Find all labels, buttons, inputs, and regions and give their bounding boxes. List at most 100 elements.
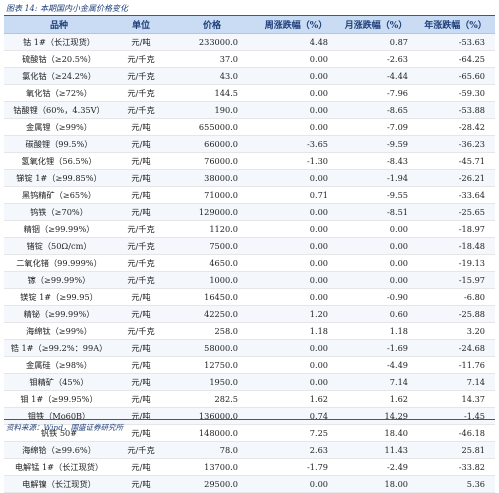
table-row: 钼铁（Mo60B） 元/吨 136000.0 0.74 14.29 -1.45 <box>4 408 495 425</box>
cell-price: 13700.0 <box>204 462 238 472</box>
cell-unit: 元/千克 <box>127 326 155 336</box>
cell-price: 148000.0 <box>198 428 238 438</box>
table-row: 硫酸钴（≥20.5%） 元/千克 37.0 0.00 -2.63 -64.25 <box>4 51 495 68</box>
table-row: 镁锭 1#（≥99.95） 元/吨 16450.0 0.00 -0.90 -6.80 <box>4 289 495 306</box>
cell-monthly-change: 0.60 <box>389 309 408 319</box>
cell-unit: 元/千克 <box>127 275 155 285</box>
cell-price: 655000.0 <box>198 122 238 132</box>
cell-weekly-change: 0.00 <box>309 54 328 64</box>
cell-weekly-change: 0.00 <box>309 377 328 387</box>
cell-unit: 元/吨 <box>131 343 151 353</box>
cell-weekly-change: 0.00 <box>309 207 328 217</box>
cell-unit: 元/千克 <box>127 224 155 234</box>
cell-yearly-change: 3.20 <box>466 326 485 336</box>
cell-price: 58000.0 <box>204 343 238 353</box>
cell-price: 190.0 <box>214 105 238 115</box>
cell-weekly-change: 0.00 <box>309 292 328 302</box>
cell-unit: 元/千克 <box>127 71 155 81</box>
cell-unit: 元/千克 <box>127 54 155 64</box>
cell-variety: 电解镍（长江现货） <box>22 479 96 489</box>
cell-variety: 精铋（≥99.99%） <box>23 309 95 319</box>
cell-variety: 镓（≥99.99%） <box>27 275 91 285</box>
cell-yearly-change: -53.63 <box>458 37 485 47</box>
table-row: 二氧化锗（99.999%） 元/千克 4650.0 0.00 0.00 -19.13 <box>4 255 495 272</box>
cell-price: 1120.0 <box>209 224 238 234</box>
cell-weekly-change: 2.63 <box>309 445 328 455</box>
cell-price: 16450.0 <box>204 292 238 302</box>
cell-variety: 金属锂（≥99%） <box>26 122 92 132</box>
cell-monthly-change: 0.00 <box>389 258 408 268</box>
cell-weekly-change: 0.00 <box>309 360 328 370</box>
cell-monthly-change: 0.00 <box>389 275 408 285</box>
cell-variety: 锑锭 1#（≥99.85%） <box>16 173 102 183</box>
cell-monthly-change: -8.43 <box>387 156 408 166</box>
cell-variety: 精铟（≥99.99%） <box>23 224 95 234</box>
table-row: 精铋（≥99.99%） 元/吨 42250.0 1.20 0.60 -25.88 <box>4 306 495 323</box>
cell-yearly-change: -28.42 <box>458 122 485 132</box>
source-note: 资料来源：Wind，国盛证券研究所 <box>6 423 124 432</box>
cell-monthly-change: 0.87 <box>389 37 408 47</box>
cell-unit: 元/吨 <box>131 309 151 319</box>
table-row: 氧化钴（≥72%） 元/千克 144.5 0.00 -7.96 -59.30 <box>4 85 495 102</box>
cell-price: 43.0 <box>219 71 238 81</box>
cell-monthly-change: 7.14 <box>389 377 408 387</box>
cell-weekly-change: 1.18 <box>309 326 328 336</box>
table-row: 钴 1#（长江现货） 元/吨 233000.0 4.48 0.87 -53.63 <box>4 34 495 51</box>
cell-price: 1950.0 <box>209 377 238 387</box>
header-monthly-change: 月涨跌幅（%） <box>344 21 408 31</box>
cell-yearly-change: -26.21 <box>458 173 485 183</box>
cell-weekly-change: 0.00 <box>309 258 328 268</box>
cell-price: 7500.0 <box>209 241 238 251</box>
table-row: 电解镍（长江现货） 元/吨 29500.0 0.00 18.00 5.36 <box>4 476 495 493</box>
cell-weekly-change: 0.00 <box>309 71 328 81</box>
cell-unit: 元/吨 <box>131 292 151 302</box>
cell-variety: 金属硅（≥98%） <box>26 360 92 370</box>
cell-yearly-change: -25.88 <box>458 309 485 319</box>
table-row: 锑锭 1#（≥99.85%） 元/吨 38000.0 0.00 -1.94 -26.21 <box>4 170 495 187</box>
cell-unit: 元/吨 <box>131 377 151 387</box>
cell-unit: 元/吨 <box>131 37 151 47</box>
cell-price: 29500.0 <box>204 479 238 489</box>
cell-variety: 黑钨精矿（≥65%） <box>21 190 97 200</box>
cell-yearly-change: -11.76 <box>458 360 485 370</box>
cell-yearly-change: 14.37 <box>461 394 485 404</box>
cell-weekly-change: 0.00 <box>309 88 328 98</box>
cell-variety: 海绵铪（≥99.6%） <box>22 445 96 455</box>
cell-variety: 电解锰 1#（长江现货） <box>14 462 104 472</box>
table-row: 金属硅（≥98%） 元/吨 12750.0 0.00 -4.49 -11.76 <box>4 357 495 374</box>
cell-unit: 元/千克 <box>127 241 155 251</box>
cell-price: 66000.0 <box>204 139 238 149</box>
cell-yearly-change: -25.65 <box>458 207 485 217</box>
cell-monthly-change: -4.49 <box>387 360 408 370</box>
cell-weekly-change: 0.00 <box>309 241 328 251</box>
table-row: 碳酸锂（99.5%） 元/吨 66000.0 -3.65 -9.59 -36.23 <box>4 136 495 153</box>
cell-yearly-change: -36.23 <box>458 139 485 149</box>
cell-monthly-change: 18.40 <box>384 428 408 438</box>
table-row: 精铟（≥99.99%） 元/千克 1120.0 0.00 0.00 -18.97 <box>4 221 495 238</box>
cell-variety: 二氧化锗（99.999%） <box>16 258 102 268</box>
cell-yearly-change: -64.25 <box>458 54 485 64</box>
table-row: 钴酸锂（60%，4.35V） 元/千克 190.0 0.00 -8.65 -53.88 <box>4 102 495 119</box>
cell-unit: 元/吨 <box>131 207 151 217</box>
cell-unit: 元/吨 <box>131 156 151 166</box>
figure-title: 图表 14: 本期国内小金属价格变化 <box>6 4 128 13</box>
cell-monthly-change: 14.29 <box>384 411 408 421</box>
header-price: 价格 <box>202 21 221 31</box>
cell-variety: 钴 1#（长江现货） <box>23 37 95 47</box>
cell-monthly-change: 0.00 <box>389 241 408 251</box>
table-row: 锗锭（50Ω/cm） 元/千克 7500.0 0.00 0.00 -18.48 <box>4 238 495 255</box>
cell-monthly-change: -7.96 <box>387 88 408 98</box>
cell-price: 144.5 <box>214 88 238 98</box>
cell-variety: 钼铁（Mo60B） <box>27 411 91 421</box>
cell-yearly-change: -33.64 <box>458 190 485 200</box>
cell-price: 1000.0 <box>209 275 238 285</box>
cell-yearly-change: -18.97 <box>458 224 485 234</box>
cell-unit: 元/吨 <box>131 428 151 438</box>
header-weekly-change: 周涨跌幅（%） <box>264 21 328 31</box>
cell-weekly-change: 1.20 <box>309 309 328 319</box>
cell-weekly-change: 0.00 <box>309 173 328 183</box>
cell-price: 282.5 <box>214 394 238 404</box>
table-row: 氢氧化锂（56.5%） 元/吨 76000.0 -1.30 -8.43 -45.71 <box>4 153 495 170</box>
cell-yearly-change: 5.36 <box>466 479 485 489</box>
cell-monthly-change: -8.65 <box>387 105 408 115</box>
